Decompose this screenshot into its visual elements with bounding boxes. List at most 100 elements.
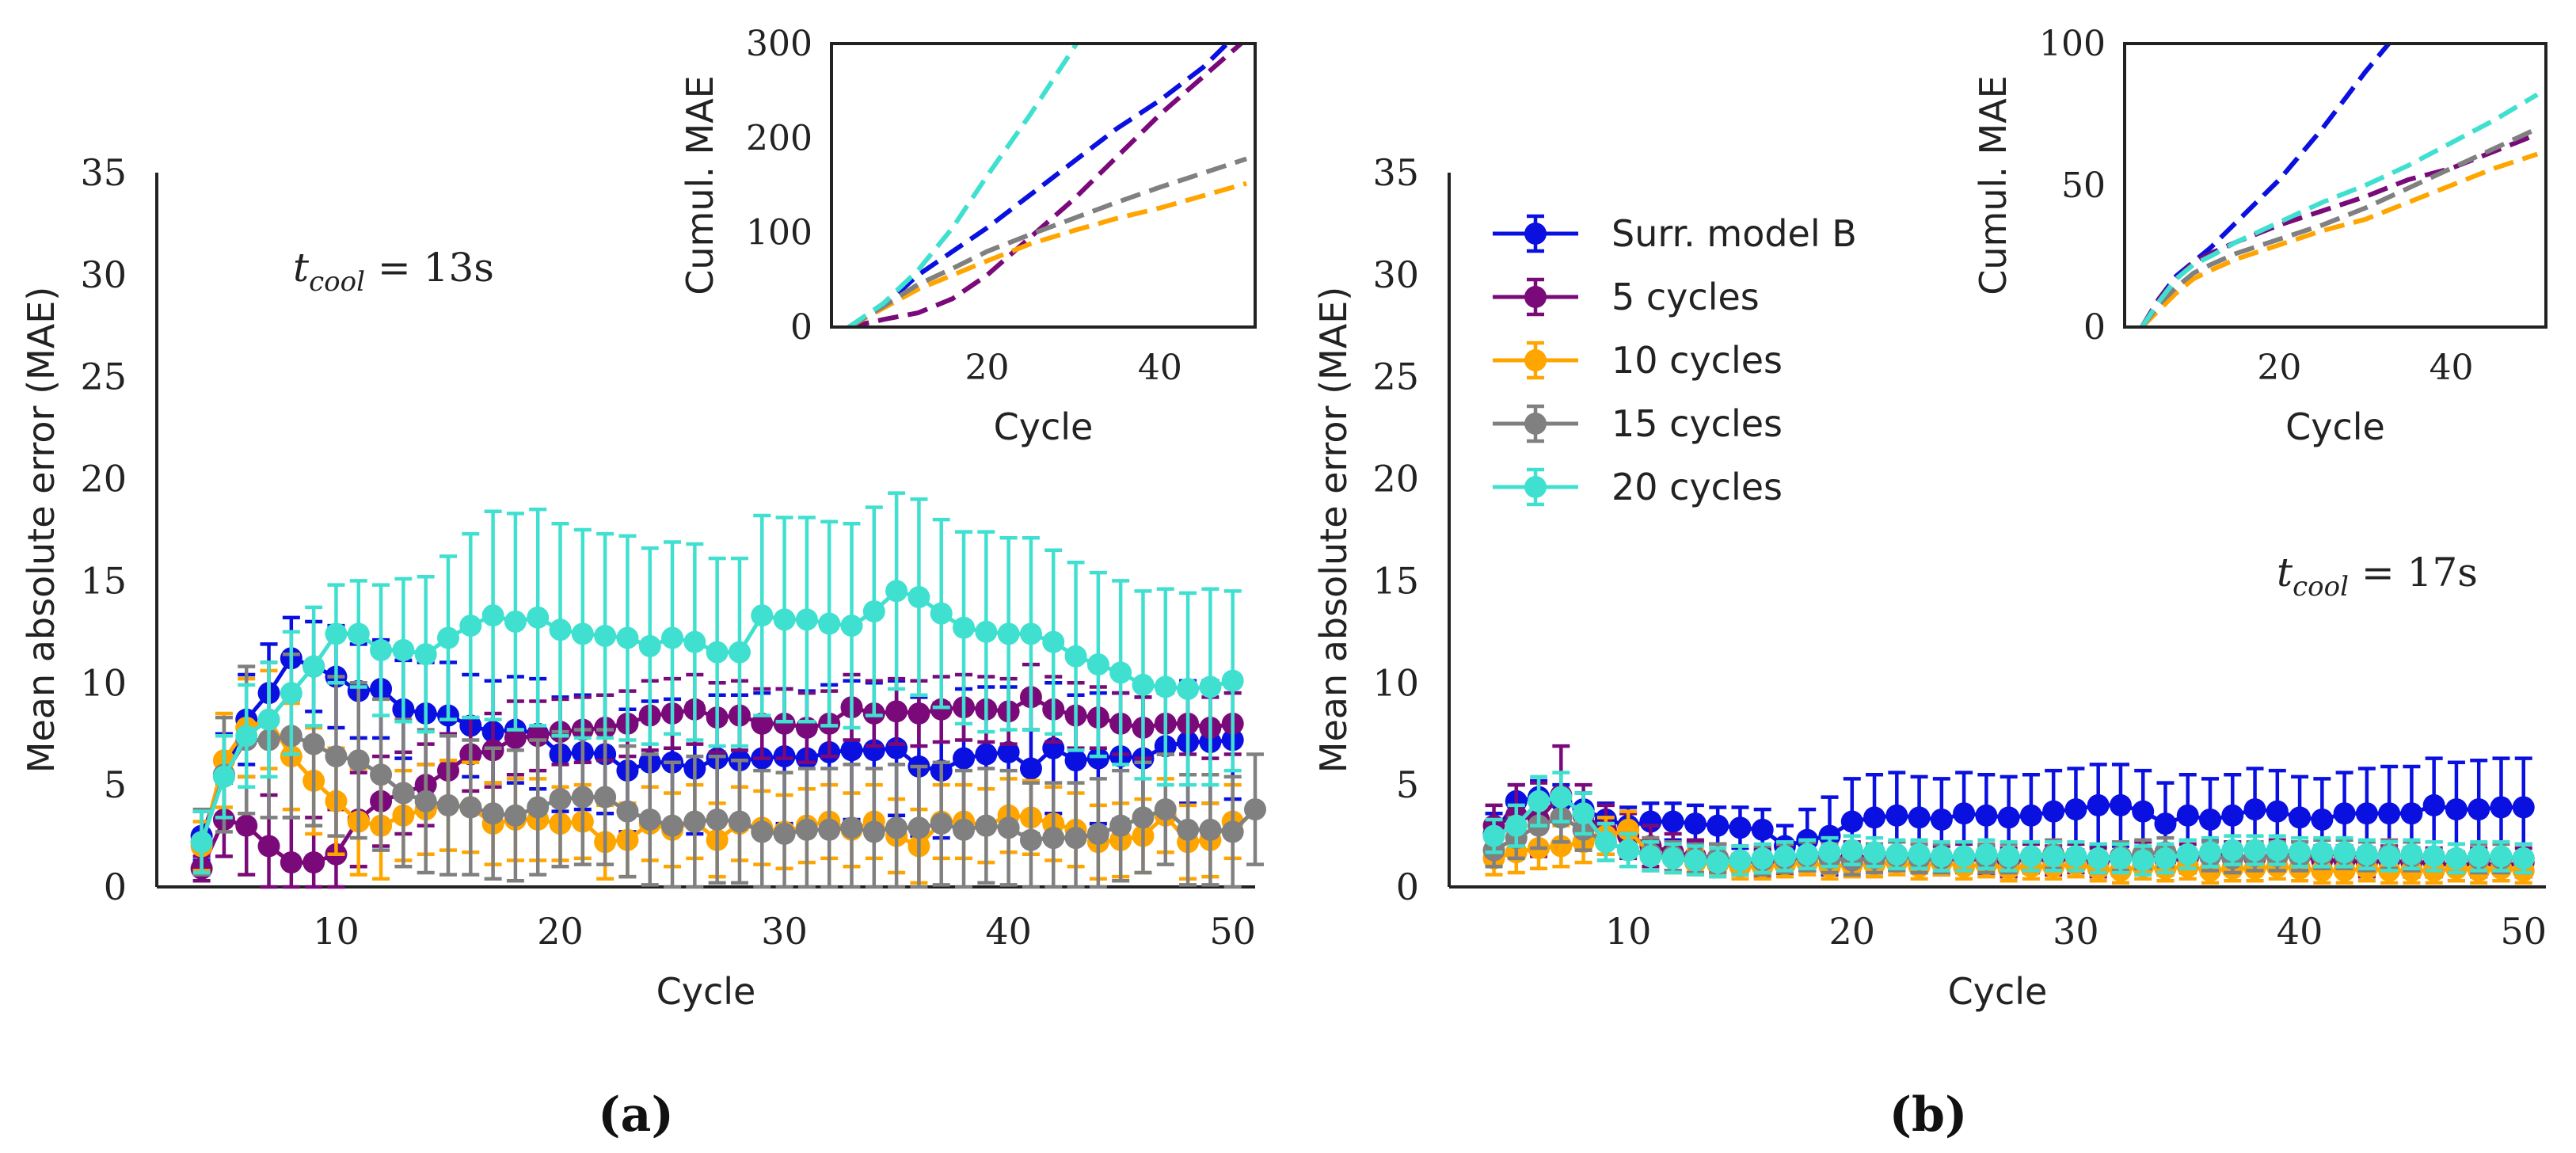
data-point [1132, 806, 1155, 829]
data-point [2333, 841, 2356, 864]
data-point [907, 816, 930, 839]
data-point [2490, 845, 2513, 868]
data-point [347, 749, 370, 772]
inset-x-axis-title: Cycle [994, 405, 1094, 448]
data-point [2400, 843, 2423, 866]
data-point [1975, 804, 1998, 827]
y-tick-label: 5 [1396, 763, 1419, 806]
data-point [751, 604, 774, 627]
data-point [1840, 810, 1863, 833]
data-point [1617, 839, 1640, 862]
inset-x-tick-label: 20 [2257, 348, 2301, 388]
legend: Surr. model B 5 cycles 10 cycles 15 cycles 2… [1493, 212, 1857, 508]
data-point [436, 626, 459, 649]
data-point [1818, 841, 1841, 864]
data-point [2445, 847, 2468, 870]
data-point [571, 622, 594, 645]
data-point [571, 786, 594, 809]
data-point [773, 822, 796, 845]
inset-y-tick-label: 100 [2039, 24, 2106, 64]
data-point [212, 765, 235, 788]
data-point [235, 814, 258, 837]
y-tick-label: 35 [80, 151, 127, 194]
data-point [2333, 802, 2356, 825]
data-point [773, 712, 796, 735]
y-tick-label: 0 [1396, 866, 1419, 908]
inset-frame [2123, 42, 2547, 329]
data-point [2311, 808, 2334, 831]
data-point [1154, 798, 1177, 821]
data-point [975, 814, 998, 837]
data-point [638, 634, 661, 657]
data-point [2109, 793, 2132, 816]
data-point [2042, 800, 2065, 823]
data-point [1975, 843, 1998, 866]
data-point [481, 802, 504, 825]
y-tick-label: 30 [1372, 253, 1419, 296]
data-point [2132, 800, 2155, 823]
y-tick-label: 25 [80, 356, 127, 398]
data-point [527, 606, 550, 629]
legend-label: 20 cycles [1611, 466, 1783, 508]
data-point [1550, 786, 1573, 809]
inset-series-20-cycles [847, 44, 1079, 327]
data-point [2378, 845, 2401, 868]
annotation-subscript: cool [2293, 571, 2349, 603]
data-point [190, 831, 213, 854]
data-point [885, 580, 908, 603]
data-point [1661, 810, 1684, 833]
data-point [325, 745, 348, 768]
annotation-value: = 13s [365, 245, 494, 291]
y-tick-label: 10 [1372, 661, 1419, 704]
legend-item: Surr. model B [1493, 212, 1857, 255]
data-point [2109, 847, 2132, 870]
legend-marker [1524, 223, 1547, 245]
x-tick-label: 30 [761, 910, 808, 953]
data-point [1244, 798, 1266, 821]
data-point [2087, 847, 2110, 870]
data-point [885, 700, 908, 723]
inset-b: 0 50 100 20 40 Cycle Cumul. MAE [1972, 24, 2547, 448]
data-point [504, 804, 527, 827]
data-point [1639, 845, 1662, 868]
data-point [370, 763, 393, 786]
data-point [1840, 839, 1863, 862]
data-point [1482, 824, 1505, 847]
legend-marker [1524, 413, 1547, 435]
y-tick-label: 30 [80, 253, 127, 296]
annotation-symbol: t [293, 245, 310, 291]
x-tick-label: 30 [2053, 910, 2099, 953]
data-point [862, 820, 885, 843]
data-point [481, 604, 504, 627]
data-point [997, 740, 1020, 763]
data-point [907, 586, 930, 609]
data-point [1930, 845, 1953, 868]
cooling-time-annotation: tcool = 17s [2277, 550, 2478, 603]
data-point [706, 808, 729, 831]
x-tick-label: 50 [2500, 910, 2547, 953]
data-point [840, 615, 863, 637]
data-point [2154, 847, 2177, 870]
data-point [1729, 816, 1752, 839]
data-point [2132, 849, 2155, 872]
y-tick-label: 15 [1372, 559, 1419, 602]
x-tick-label: 50 [1209, 910, 1256, 953]
data-point [1221, 820, 1244, 843]
data-point [2468, 798, 2490, 821]
data-point [1109, 661, 1132, 684]
data-point [2243, 839, 2266, 862]
data-point [2445, 798, 2468, 821]
cooling-time-annotation: tcool = 13s [293, 245, 494, 298]
data-point [436, 793, 459, 816]
data-point [504, 726, 527, 749]
x-tick-label: 10 [1605, 910, 1652, 953]
data-point [2490, 796, 2513, 819]
data-point [2064, 845, 2087, 868]
data-point [930, 698, 953, 721]
data-point [1199, 818, 1222, 841]
data-point [795, 818, 818, 841]
legend-marker [1524, 476, 1547, 498]
y-tick-label: 20 [80, 458, 127, 500]
data-point [549, 618, 572, 641]
data-point [504, 610, 527, 633]
